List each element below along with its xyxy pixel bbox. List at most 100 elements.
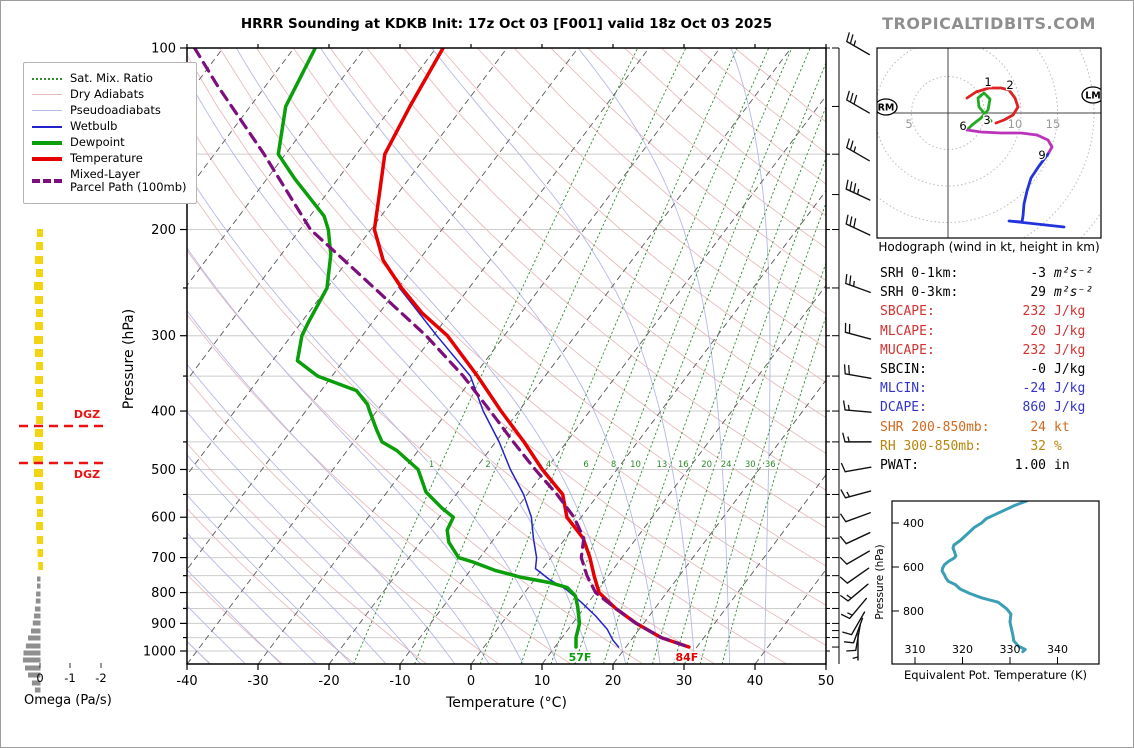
stat-row: SRH 0-1km: -3 m²s⁻² (880, 264, 1108, 283)
dry-adiabat-line (187, 119, 787, 664)
stat-label: DCAPE: (880, 400, 927, 416)
temp-tick-label: 0 (467, 674, 475, 689)
dry-adiabat-line (187, 378, 499, 664)
wind-barb (840, 489, 872, 499)
watermark-logo: TROPICALTIDBITS.COM (882, 14, 1096, 33)
storm-motion-label: LM (1085, 91, 1101, 102)
omega-bar-upper (37, 549, 43, 557)
omega-bar-upper (37, 402, 43, 410)
mixing-ratio-line (414, 48, 687, 664)
omega-bar-lower (34, 613, 41, 619)
dry-adiabat-line (256, 48, 826, 567)
pseudoadiabat-line (577, 48, 731, 664)
hodograph-height-label: 2 (1006, 78, 1013, 92)
thetae-xtick-label: 340 (1047, 643, 1068, 656)
legend-label: Dewpoint (70, 135, 125, 149)
wind-barb-column (832, 32, 872, 664)
thetae-ptick-label: 800 (903, 605, 924, 618)
parcel-path-curve (193, 48, 691, 649)
omega-bar-upper (36, 362, 43, 370)
mixing-ratio-label: 16 (678, 460, 689, 470)
omega-bar-lower (35, 598, 41, 604)
temp-tick-label: 10 (534, 674, 551, 689)
mixing-ratio-label: 6 (583, 460, 588, 470)
legend-label: Pseudoadiabats (70, 103, 161, 117)
storm-motion-label: RM (878, 103, 895, 114)
wetbulb-curve (398, 287, 620, 648)
mixing-ratio-line (550, 48, 793, 664)
dry-adiabat-line (329, 48, 826, 491)
mixing-ratio-line (603, 61, 826, 664)
omega-bar-upper (36, 269, 43, 277)
mixing-ratio-label: 1 (429, 460, 434, 470)
pressure-tick-label: 500 (151, 463, 176, 478)
stats-panel: SRH 0-1km: -3 m²s⁻² SRH 0-3km: 29 m²s⁻² SBCAPE… (880, 264, 1108, 475)
stat-value: 232 (1022, 342, 1046, 358)
stat-row: MLCAPE: 20 J/kg (880, 322, 1108, 341)
isotherm-line (399, 95, 826, 664)
pressure-tick-label: 300 (151, 329, 176, 344)
legend-item: Mixed-Layer Parcel Path (100mb) (32, 168, 187, 194)
mixing-ratio-line (479, 48, 738, 664)
thetae-ylabel: Pressure (hPa) (874, 544, 886, 620)
stat-unit: kt (1054, 419, 1070, 435)
hodograph-frame (876, 47, 1102, 239)
wind-barb (840, 597, 868, 620)
stat-unit: J/kg (1054, 400, 1086, 416)
wind-barb (846, 138, 870, 162)
hodograph-ring-label: 10 (1008, 117, 1023, 131)
wind-barb (845, 273, 871, 294)
legend-swatch-dewpoint (32, 140, 62, 145)
temp-tick-label: 20 (605, 674, 622, 689)
stat-value: -0 (1030, 362, 1046, 378)
storm-motion-marker (1081, 86, 1101, 104)
omega-bar-upper (38, 562, 43, 570)
stat-row: SRH 0-3km: 29 m²s⁻² (880, 283, 1108, 302)
isotherm-line (187, 48, 579, 571)
stat-row: MLCIN: -24 J/kg (880, 379, 1108, 398)
isotherm-line (187, 48, 366, 287)
omega-bar-upper (36, 416, 43, 424)
omega-bar-lower (23, 650, 41, 656)
stat-label: SRH 0-3km: (880, 285, 959, 301)
hodograph-ring-label: 5 (905, 117, 912, 131)
pseudoadiabat-line (187, 411, 421, 664)
pseudoadiabat-line (187, 454, 387, 664)
pseudoadiabat-line (431, 48, 696, 664)
pseudoadiabat-line (235, 48, 627, 664)
page-title: HRRR Sounding at KDKB Init: 17z Oct 03 [… (240, 16, 773, 32)
sounding-curves (193, 48, 691, 649)
wind-barb (845, 214, 871, 236)
omega-bar-upper (34, 282, 43, 290)
omega-bar-upper (34, 442, 43, 450)
omega-bar-upper (36, 389, 43, 397)
temp-tick-label: -20 (318, 674, 339, 689)
pseudoadiabat-line (187, 76, 592, 664)
hodograph-trace-hodo_red (965, 86, 1020, 125)
dry-adiabat-line (187, 573, 283, 664)
thetae-xtick-label: 320 (952, 643, 973, 656)
stat-row: PWAT: 1.00 in (880, 456, 1108, 475)
wind-barb (842, 611, 866, 636)
wind-barb (842, 400, 872, 413)
legend-item: Sat. Mix. Ratio (32, 72, 187, 85)
legend-swatch-mix (32, 77, 62, 80)
wind-barb (844, 322, 872, 340)
thetae-frame (891, 500, 1100, 665)
pseudoadiabat-line (187, 532, 317, 664)
surface-dewpoint-label: 57F (569, 651, 592, 664)
dgz-label: DGZ (74, 468, 100, 481)
omega-bar-upper (34, 469, 43, 477)
stat-label: SBCIN: (880, 362, 927, 378)
stat-value: 860 (1022, 400, 1046, 416)
wind-barb (839, 531, 871, 545)
legend-swatch-temperature (32, 156, 62, 161)
isotherm-line (187, 48, 508, 476)
mixing-ratio-label: 2 (485, 460, 490, 470)
omega-bar-upper (36, 309, 43, 317)
skewt-xlabel: Temperature (°C) (446, 695, 567, 711)
mixing-ratio-label: 20 (701, 460, 712, 470)
pressure-tick-label: 400 (151, 405, 176, 420)
omega-bar-upper (37, 536, 43, 544)
